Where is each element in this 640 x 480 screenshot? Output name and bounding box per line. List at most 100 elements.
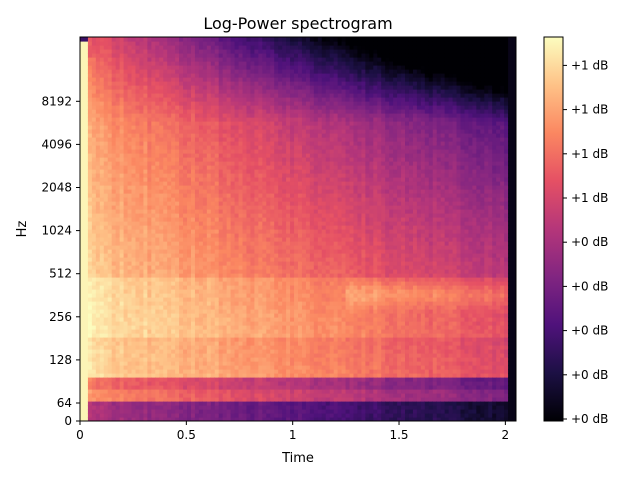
heatmap-cell bbox=[238, 73, 244, 78]
heatmap-cell bbox=[202, 241, 208, 246]
heatmap-cell bbox=[107, 305, 113, 310]
heatmap-cell bbox=[167, 397, 172, 402]
heatmap-cell bbox=[214, 49, 220, 54]
heatmap-cell bbox=[131, 337, 137, 342]
heatmap-cell bbox=[262, 169, 267, 174]
heatmap-cell bbox=[155, 221, 160, 226]
heatmap-cell bbox=[123, 97, 129, 102]
heatmap-cell bbox=[238, 97, 244, 102]
heatmap-cell bbox=[87, 57, 93, 62]
heatmap-cell bbox=[147, 301, 152, 306]
heatmap-cell bbox=[210, 245, 216, 250]
heatmap-cell bbox=[210, 333, 216, 338]
heatmap-cell bbox=[218, 361, 224, 366]
heatmap-cell bbox=[282, 161, 287, 166]
heatmap-cell bbox=[262, 49, 267, 54]
heatmap-cell bbox=[115, 141, 121, 146]
heatmap-cell bbox=[179, 149, 184, 154]
heatmap-cell bbox=[278, 409, 283, 414]
heatmap-cell bbox=[194, 93, 200, 98]
heatmap-cell bbox=[91, 265, 97, 270]
heatmap-cell bbox=[258, 105, 263, 110]
heatmap-cell bbox=[266, 213, 271, 218]
heatmap-cell bbox=[198, 369, 204, 374]
heatmap-cell bbox=[95, 65, 101, 70]
heatmap-cell bbox=[246, 337, 252, 342]
heatmap-cell bbox=[119, 165, 125, 170]
heatmap-cell bbox=[83, 97, 89, 102]
heatmap-cell bbox=[222, 177, 228, 182]
heatmap-cell bbox=[242, 129, 248, 134]
heatmap-cell bbox=[151, 361, 156, 366]
heatmap-cell bbox=[155, 229, 160, 234]
heatmap-cell bbox=[179, 357, 184, 362]
heatmap-cell bbox=[266, 129, 271, 134]
heatmap-cell bbox=[87, 261, 93, 266]
heatmap-cell bbox=[139, 173, 145, 178]
heatmap-cell bbox=[143, 237, 148, 242]
heatmap-cell bbox=[119, 341, 125, 346]
heatmap-cell bbox=[274, 161, 279, 166]
heatmap-cell bbox=[242, 277, 248, 282]
heatmap-cell bbox=[87, 241, 93, 246]
heatmap-cell bbox=[171, 301, 176, 306]
heatmap-cell bbox=[131, 189, 137, 194]
heatmap-cell bbox=[131, 93, 137, 98]
heatmap-cell bbox=[198, 85, 204, 90]
heatmap-cell bbox=[119, 45, 125, 50]
heatmap-cell bbox=[262, 273, 267, 278]
heatmap-cell bbox=[270, 281, 275, 286]
heatmap-cell bbox=[80, 289, 85, 294]
heatmap-cell bbox=[127, 297, 133, 302]
heatmap-cell bbox=[238, 241, 244, 246]
heatmap-cell bbox=[226, 101, 232, 106]
heatmap-cell bbox=[155, 401, 160, 406]
heatmap-cell bbox=[175, 57, 180, 62]
heatmap-cell bbox=[210, 221, 216, 226]
heatmap-cell bbox=[151, 97, 156, 102]
heatmap-cell bbox=[147, 69, 152, 74]
heatmap-cell bbox=[135, 213, 141, 218]
heatmap-cell bbox=[147, 41, 152, 46]
heatmap-cell bbox=[127, 181, 133, 186]
heatmap-cell bbox=[143, 65, 148, 70]
heatmap-cell bbox=[190, 221, 196, 226]
heatmap-cell bbox=[131, 385, 137, 390]
heatmap-cell bbox=[99, 225, 105, 230]
heatmap-cell bbox=[119, 153, 125, 158]
heatmap-cell bbox=[87, 197, 93, 202]
heatmap-cell bbox=[143, 113, 148, 118]
heatmap-cell bbox=[171, 69, 176, 74]
heatmap-cell bbox=[258, 309, 263, 314]
heatmap-cell bbox=[87, 137, 93, 142]
heatmap-cell bbox=[226, 353, 232, 358]
heatmap-cell bbox=[167, 377, 172, 382]
heatmap-cell bbox=[266, 125, 271, 130]
heatmap-cell bbox=[218, 189, 224, 194]
heatmap-cell bbox=[226, 233, 232, 238]
heatmap-cell bbox=[119, 349, 125, 354]
heatmap-cell bbox=[115, 133, 121, 138]
heatmap-cell bbox=[87, 157, 93, 162]
heatmap-cell bbox=[87, 301, 93, 306]
heatmap-cell bbox=[167, 373, 172, 378]
heatmap-cell bbox=[187, 61, 192, 66]
heatmap-cell bbox=[266, 341, 271, 346]
heatmap-cell bbox=[115, 301, 121, 306]
heatmap-cell bbox=[187, 369, 192, 374]
heatmap-cell bbox=[254, 105, 259, 110]
heatmap-cell bbox=[80, 133, 85, 138]
heatmap-cell bbox=[115, 109, 121, 114]
heatmap-cell bbox=[278, 137, 283, 142]
heatmap-cell bbox=[187, 213, 192, 218]
heatmap-cell bbox=[246, 201, 252, 206]
heatmap-cell bbox=[250, 101, 255, 106]
heatmap-cell bbox=[99, 361, 105, 366]
heatmap-cell bbox=[202, 313, 208, 318]
heatmap-cell bbox=[83, 85, 89, 90]
heatmap-cell bbox=[119, 201, 125, 206]
heatmap-cell bbox=[179, 121, 184, 126]
heatmap-cell bbox=[107, 69, 113, 74]
heatmap-cell bbox=[183, 269, 188, 274]
heatmap-cell bbox=[95, 253, 101, 258]
